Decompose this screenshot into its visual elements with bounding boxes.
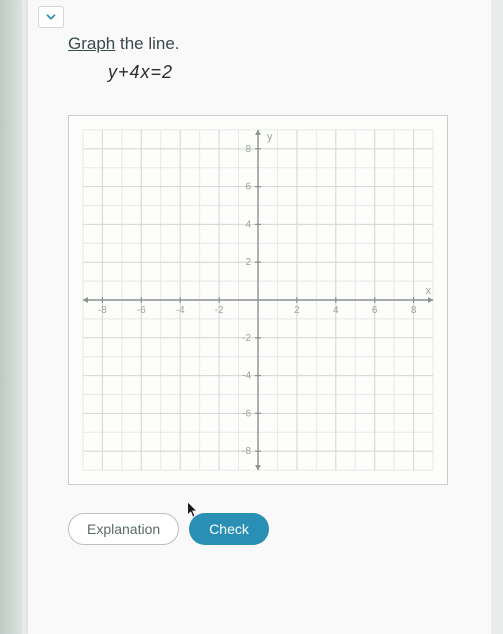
svg-text:-8: -8 [242, 446, 251, 457]
button-row: Explanation Check [28, 495, 491, 555]
coordinate-graph[interactable]: -8 -6 -4 -2 2 4 6 8 -8 -6 -4 -2 2 4 6 8 y x [68, 115, 448, 485]
svg-text:8: 8 [411, 305, 417, 316]
svg-text:2: 2 [246, 257, 252, 268]
svg-text:6: 6 [246, 182, 252, 193]
svg-text:-8: -8 [98, 305, 107, 316]
graph-container: -8 -6 -4 -2 2 4 6 8 -8 -6 -4 -2 2 4 6 8 y x [28, 91, 491, 495]
svg-text:4: 4 [333, 305, 339, 316]
problem-panel: Graph the line. y+4x=2 -8-6-4-22468-8-6-… [28, 0, 491, 634]
svg-text:-6: -6 [242, 408, 251, 419]
svg-text:2: 2 [294, 305, 300, 316]
window-edge [0, 0, 22, 634]
svg-text:-2: -2 [242, 333, 251, 344]
svg-text:6: 6 [372, 305, 378, 316]
svg-text:-6: -6 [137, 305, 146, 316]
svg-text:-4: -4 [242, 371, 251, 382]
svg-text:-4: -4 [176, 305, 185, 316]
svg-text:x: x [426, 285, 432, 297]
graph-svg: -8 -6 -4 -2 2 4 6 8 -8 -6 -4 -2 2 4 6 8 y x [69, 116, 447, 484]
svg-text:8: 8 [246, 144, 252, 155]
prompt-underlined: Graph [68, 34, 115, 53]
check-button[interactable]: Check [189, 513, 269, 545]
prompt-rest: the line. [115, 34, 179, 53]
chevron-down-icon [44, 10, 58, 24]
equation-text: y+4x=2 [28, 54, 491, 91]
svg-text:y: y [267, 131, 273, 143]
collapse-button[interactable] [38, 6, 64, 28]
explanation-button[interactable]: Explanation [68, 513, 179, 545]
svg-text:4: 4 [246, 219, 252, 230]
svg-text:-2: -2 [215, 305, 224, 316]
collapse-row [28, 0, 491, 30]
problem-prompt: Graph the line. [28, 30, 491, 54]
